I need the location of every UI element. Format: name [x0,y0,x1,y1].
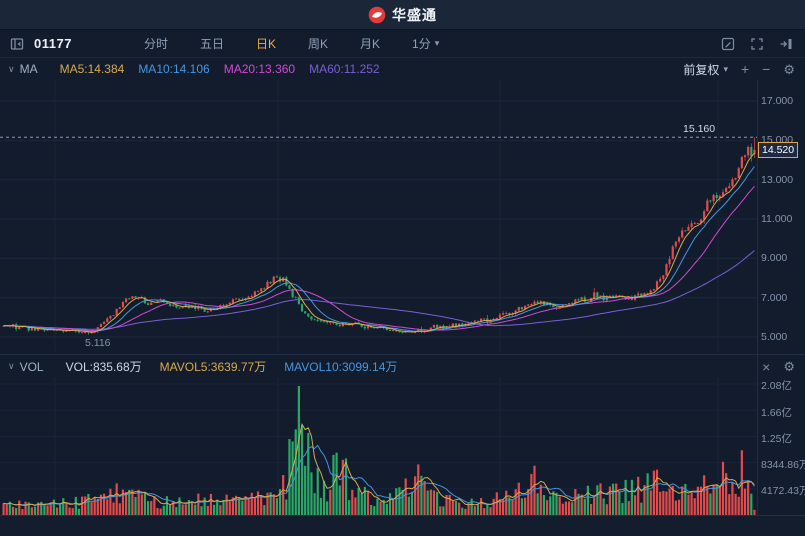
stock-code: 01177 [34,36,72,51]
price-axis-label: 7.000 [761,292,788,304]
volume-axis-label: 8344.86万 [761,459,805,471]
vol-bar-right: × ⚙ [762,360,797,374]
settings-gear-icon[interactable]: ⚙ [783,359,795,374]
adjust-mode-label: 前复权 [683,62,720,77]
ma20-value: MA20:13.360 [223,62,296,76]
ma-label: MA [19,62,38,76]
price-axis-label: 9.000 [761,252,788,264]
vol-label: VOL [19,359,44,374]
volume-axis-label: 2.08亿 [761,380,792,392]
tab-5day[interactable]: 五日 [199,37,224,51]
price-axis-label: 11.000 [761,213,793,225]
minute-period-dropdown[interactable]: 1分 ▾ [412,35,439,52]
ma-indicator-bar: ∨ MA MA5:14.384 MA10:14.106 MA20:13.360 … [0,58,805,80]
tab-monthly-k[interactable]: 月K [360,37,381,51]
fullscreen-icon[interactable] [750,37,764,51]
tab-intraday[interactable]: 分时 [143,37,168,51]
mavol10-value: MAVOL10:3099.14万 [284,360,398,374]
price-axis-label: 5.000 [761,331,788,343]
axis-divider [757,80,758,515]
volume-axis-label: 4172.43万 [761,485,805,497]
toolbar-right-icons [721,37,793,51]
app-title: 华盛通 [392,6,437,23]
volume-bar-chart[interactable] [0,378,805,515]
huasheng-logo-icon [368,6,386,24]
right-panel-toggle-icon[interactable] [779,37,793,51]
collapse-ma-chevron-icon[interactable]: ∨ [8,63,15,74]
price-candlestick-chart[interactable] [0,80,805,352]
chevron-down-icon: ▾ [434,38,440,48]
zoom-out-icon[interactable]: − [762,61,771,77]
sidebar-toggle-icon[interactable] [10,37,24,51]
ma5-value: MA5:14.384 [59,62,125,76]
ma10-value: MA10:14.106 [138,62,210,76]
volume-axis-label: 1.25亿 [761,433,792,445]
mavol5-value: MAVOL5:3639.77万 [159,360,267,374]
ma-bar-right: 前复权 ▾ + − ⚙ [683,61,797,78]
vol-value: VOL:835.68万 [65,360,142,374]
volume-indicator-bar: ∨ VOL VOL:835.68万 MAVOL5:3639.77万 MAVOL1… [0,354,805,378]
adjust-mode-dropdown[interactable]: 前复权 ▾ [683,61,728,78]
volume-axis-label: 1.66亿 [761,407,792,419]
period-tabs: 分时 五日 日K 周K 月K 1分 ▾ [144,35,439,52]
close-indicator-icon[interactable]: × [762,358,771,375]
zoom-in-icon[interactable]: + [740,61,750,77]
price-axis-label: 13.000 [761,174,794,186]
collapse-vol-chevron-icon[interactable]: ∨ [8,361,15,371]
app-header: 华盛通 [0,0,805,30]
tab-weekly-k[interactable]: 周K [307,37,328,51]
ma60-value: MA60:11.252 [309,62,380,76]
settings-gear-icon[interactable]: ⚙ [783,61,795,77]
time-axis: 2015 2016 2017 2018 [0,515,805,536]
draw-tools-icon[interactable] [721,37,735,51]
minute-period-label: 1分 [412,37,431,51]
tab-daily-k[interactable]: 日K [255,37,276,51]
high-price-marker: 15.160 [683,123,716,135]
chevron-down-icon: ▾ [723,63,728,74]
app-logo: 华盛通 [368,5,437,25]
price-axis-label: 17.000 [761,95,794,107]
low-price-marker: 5.116 [85,337,111,349]
chart-toolbar: 01177 分时 五日 日K 周K 月K 1分 ▾ [0,30,805,58]
last-price-badge: 14.520 [758,142,799,158]
